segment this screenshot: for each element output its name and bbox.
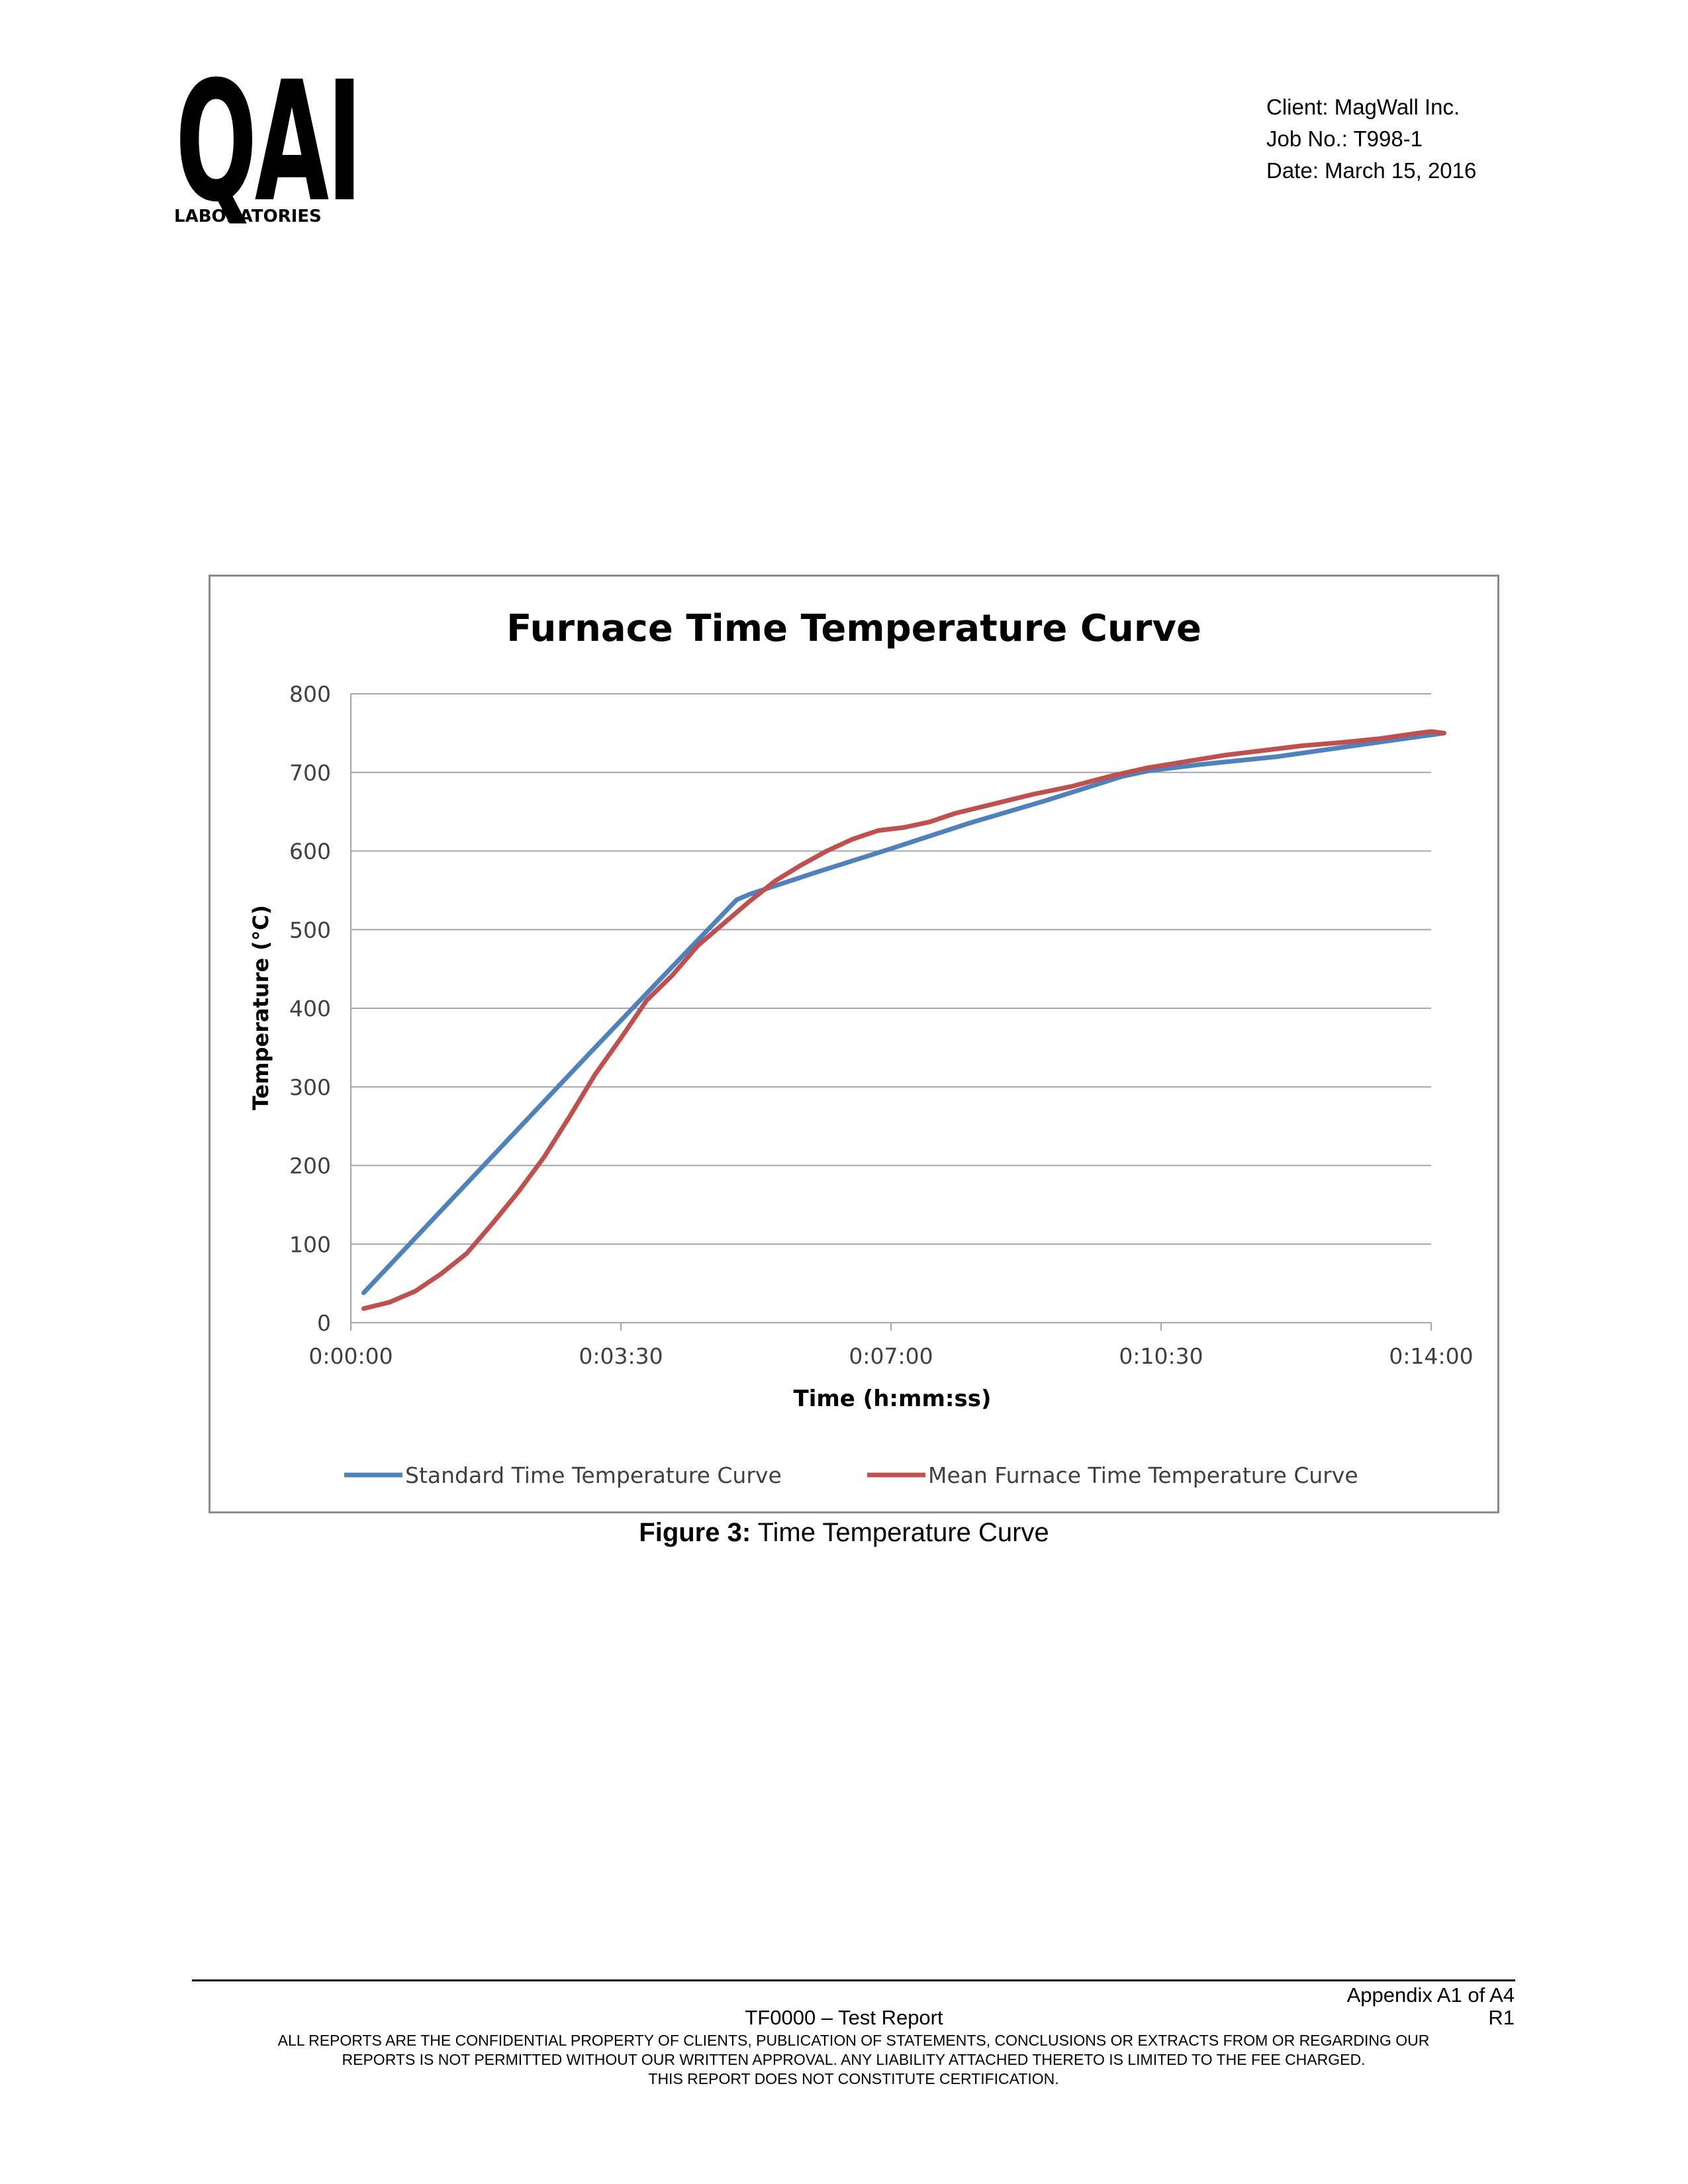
qai-laboratories-logo: QAI LABORATORIES xyxy=(169,60,362,238)
job-number-line: Job No.: T998-1 xyxy=(1266,126,1423,151)
y-tick-label: 0 xyxy=(317,1310,331,1336)
y-tick-label: 200 xyxy=(289,1153,331,1179)
y-tick-label: 100 xyxy=(289,1231,331,1257)
figure-caption-label: Figure 3: xyxy=(639,1518,751,1547)
gridlines xyxy=(351,693,1431,1245)
logo-subtitle: LABORATORIES xyxy=(174,207,322,226)
client-line: Client: MagWall Inc. xyxy=(1266,95,1460,119)
x-tick-label: 0:10:30 xyxy=(1119,1343,1203,1369)
figure-caption: Figure 3: Time Temperature Curve xyxy=(0,1518,1688,1548)
figure-caption-text: Time Temperature Curve xyxy=(751,1518,1049,1547)
appendix-label: Appendix A1 of A4 xyxy=(1346,1983,1515,2007)
x-tick-label: 0:14:00 xyxy=(1389,1343,1473,1369)
mean-furnace-curve-line xyxy=(361,729,1446,1311)
x-tick-label: 0:07:00 xyxy=(849,1343,933,1369)
y-tick-label: 300 xyxy=(289,1074,331,1100)
x-tick-label: 0:00:00 xyxy=(308,1343,393,1369)
logo-mark: QAI xyxy=(175,46,362,238)
y-tick-label: 400 xyxy=(289,996,331,1021)
revision-label: R1 xyxy=(1488,2006,1515,2029)
axes: 0 100 200 300 400 500 600 700 800 0:00:00 0:03:30 0… xyxy=(289,681,1474,1369)
y-tick-label: 800 xyxy=(289,681,331,707)
disclaimer-line-2: REPORTS IS NOT PERMITTED WITHOUT OUR WRI… xyxy=(342,2051,1366,2068)
y-tick-label: 700 xyxy=(289,760,331,786)
standard-curve-line xyxy=(361,730,1446,1296)
y-tick-label: 500 xyxy=(289,917,331,943)
chart-frame xyxy=(209,575,1499,1513)
disclaimer-line-1: ALL REPORTS ARE THE CONFIDENTIAL PROPERT… xyxy=(277,2032,1430,2049)
report-name: TF0000 – Test Report xyxy=(745,2006,943,2029)
chart-legend: Standard Time Temperature Curve Mean Furn… xyxy=(344,1462,1358,1488)
chart-title: Furnace Time Temperature Curve xyxy=(506,607,1201,650)
series-lines xyxy=(361,729,1446,1311)
y-axis-label: Temperature (°C) xyxy=(248,905,273,1110)
footer-divider xyxy=(192,1979,1515,1981)
x-tick-label: 0:03:30 xyxy=(579,1343,663,1369)
confidentiality-disclaimer: ALL REPORTS ARE THE CONFIDENTIAL PROPERT… xyxy=(192,2031,1515,2089)
disclaimer-line-3: THIS REPORT DOES NOT CONSTITUTE CERTIFIC… xyxy=(648,2070,1059,2087)
x-axis-label: Time (h:mm:ss) xyxy=(794,1386,992,1412)
legend-label-mean: Mean Furnace Time Temperature Curve xyxy=(928,1462,1358,1488)
report-date-line: Date: March 15, 2016 xyxy=(1266,158,1477,183)
legend-label-standard: Standard Time Temperature Curve xyxy=(405,1462,782,1488)
client-info-block: Client: MagWall Inc. Job No.: T998-1 Dat… xyxy=(1266,91,1476,187)
y-tick-label: 600 xyxy=(289,839,331,865)
